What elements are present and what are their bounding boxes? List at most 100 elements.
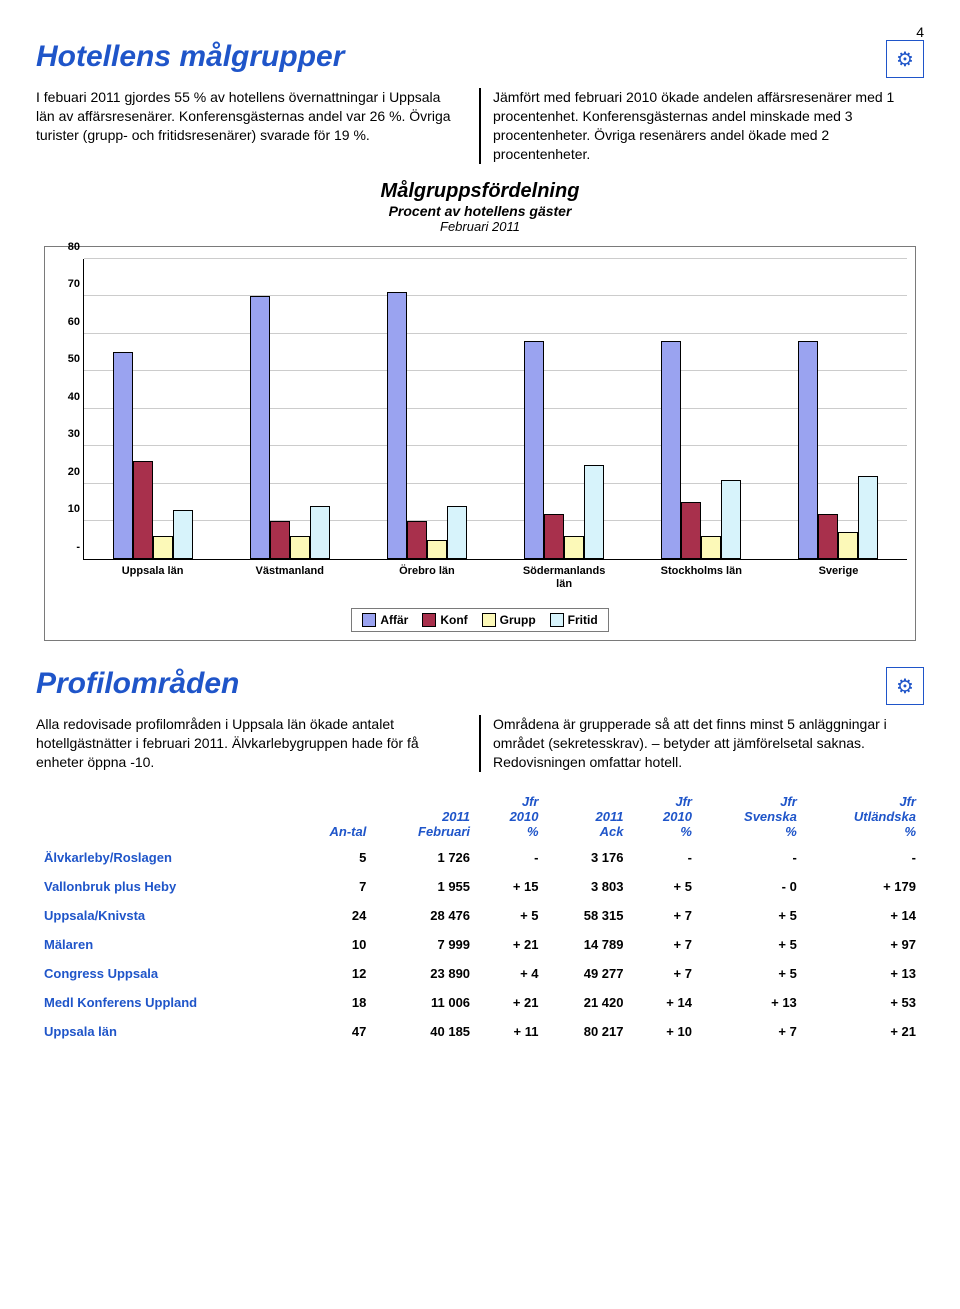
bar-group: Södermanlandslän bbox=[496, 259, 633, 559]
table-cell: + 97 bbox=[805, 930, 924, 959]
bar bbox=[427, 540, 447, 559]
y-tick: - bbox=[54, 541, 80, 553]
bar-group: Stockholms län bbox=[633, 259, 770, 559]
table-row: Medl Konferens Uppland1811 006+ 2121 420… bbox=[36, 988, 924, 1017]
profile-table: An-tal2011FebruariJfr2010%2011AckJfr2010… bbox=[36, 790, 924, 1046]
x-category: Västmanland bbox=[221, 559, 358, 578]
table-cell: 47 bbox=[294, 1017, 375, 1046]
bar bbox=[113, 352, 133, 558]
table-cell: + 5 bbox=[478, 901, 546, 930]
bar-chart: -1020304050607080Uppsala länVästmanlandÖ… bbox=[44, 246, 916, 642]
legend-item: Affär bbox=[362, 613, 408, 628]
section1-columns: I febuari 2011 gjordes 55 % av hotellens… bbox=[36, 88, 924, 164]
table-cell: 80 217 bbox=[547, 1017, 632, 1046]
org-logo-icon: ⚙ bbox=[886, 667, 924, 705]
table-cell: 7 bbox=[294, 872, 375, 901]
table-header: JfrUtländska% bbox=[805, 790, 924, 843]
bar-group: Västmanland bbox=[221, 259, 358, 559]
table-header: 2011Ack bbox=[547, 790, 632, 843]
table-cell: 1 726 bbox=[374, 843, 478, 872]
section2-title: Profilområden bbox=[36, 667, 924, 701]
table-cell: 11 006 bbox=[374, 988, 478, 1017]
y-tick: 30 bbox=[54, 428, 80, 440]
bar bbox=[407, 521, 427, 559]
table-cell: - bbox=[632, 843, 700, 872]
bar bbox=[721, 480, 741, 559]
column-divider bbox=[479, 88, 481, 164]
table-cell: + 21 bbox=[478, 930, 546, 959]
section1-right-text: Jämfört med februari 2010 ökade andelen … bbox=[493, 88, 924, 164]
table-cell: 21 420 bbox=[547, 988, 632, 1017]
table-cell: + 5 bbox=[700, 901, 805, 930]
table-header: JfrSvenska% bbox=[700, 790, 805, 843]
bar bbox=[387, 292, 407, 558]
table-cell: - 0 bbox=[700, 872, 805, 901]
table-cell: + 7 bbox=[632, 959, 700, 988]
table-cell: + 13 bbox=[805, 959, 924, 988]
table-cell: + 13 bbox=[700, 988, 805, 1017]
bar bbox=[173, 510, 193, 559]
table-cell: + 10 bbox=[632, 1017, 700, 1046]
table-cell: 28 476 bbox=[374, 901, 478, 930]
table-row: Mälaren107 999+ 2114 789+ 7+ 5+ 97 bbox=[36, 930, 924, 959]
bar bbox=[858, 476, 878, 559]
y-tick: 70 bbox=[54, 278, 80, 290]
bar bbox=[250, 296, 270, 559]
bar bbox=[133, 461, 153, 559]
table-header: Jfr2010% bbox=[478, 790, 546, 843]
table-row: Uppsala/Knivsta2428 476+ 558 315+ 7+ 5+ … bbox=[36, 901, 924, 930]
table-row: Vallonbruk plus Heby71 955+ 153 803+ 5- … bbox=[36, 872, 924, 901]
table-cell: Congress Uppsala bbox=[36, 959, 294, 988]
table-cell: - bbox=[805, 843, 924, 872]
bar-group: Sverige bbox=[770, 259, 907, 559]
legend-item: Konf bbox=[422, 613, 467, 628]
chart-subtitle: Procent av hotellens gäster bbox=[36, 203, 924, 219]
table-cell: - bbox=[478, 843, 546, 872]
table-cell: + 11 bbox=[478, 1017, 546, 1046]
legend-item: Grupp bbox=[482, 613, 536, 628]
bar bbox=[544, 514, 564, 559]
table-cell: 23 890 bbox=[374, 959, 478, 988]
y-tick: 80 bbox=[54, 241, 80, 253]
section2-columns: Alla redovisade profilområden i Uppsala … bbox=[36, 715, 924, 772]
bar-group: Örebro län bbox=[358, 259, 495, 559]
table-cell: 3 176 bbox=[547, 843, 632, 872]
chart-period: Februari 2011 bbox=[36, 219, 924, 234]
table-cell: Medl Konferens Uppland bbox=[36, 988, 294, 1017]
table-cell: 12 bbox=[294, 959, 375, 988]
y-tick: 40 bbox=[54, 391, 80, 403]
bar bbox=[584, 465, 604, 559]
table-header: An-tal bbox=[294, 790, 375, 843]
table-cell: + 21 bbox=[478, 988, 546, 1017]
table-row: Congress Uppsala1223 890+ 449 277+ 7+ 5+… bbox=[36, 959, 924, 988]
table-cell: + 179 bbox=[805, 872, 924, 901]
table-cell: + 7 bbox=[700, 1017, 805, 1046]
table-cell: 5 bbox=[294, 843, 375, 872]
bar-group: Uppsala län bbox=[84, 259, 221, 559]
table-cell: + 5 bbox=[632, 872, 700, 901]
table-cell: + 5 bbox=[700, 930, 805, 959]
bar bbox=[564, 536, 584, 559]
table-row: Älvkarleby/Roslagen51 726-3 176--- bbox=[36, 843, 924, 872]
table-cell: Uppsala län bbox=[36, 1017, 294, 1046]
x-category: Uppsala län bbox=[84, 559, 221, 578]
chart-title: Målgruppsfördelning bbox=[36, 180, 924, 203]
y-tick: 50 bbox=[54, 353, 80, 365]
chart-title-block: Målgruppsfördelning Procent av hotellens… bbox=[36, 180, 924, 234]
table-row: Uppsala län4740 185+ 1180 217+ 10+ 7+ 21 bbox=[36, 1017, 924, 1046]
page-number: 4 bbox=[36, 24, 924, 40]
table-cell: + 53 bbox=[805, 988, 924, 1017]
table-cell: + 14 bbox=[805, 901, 924, 930]
bar bbox=[524, 341, 544, 559]
x-category: Stockholms län bbox=[633, 559, 770, 578]
bar bbox=[701, 536, 721, 559]
bar bbox=[270, 521, 290, 559]
section1-title: Hotellens målgrupper bbox=[36, 40, 924, 74]
table-cell: + 7 bbox=[632, 930, 700, 959]
table-cell: 14 789 bbox=[547, 930, 632, 959]
table-cell: 7 999 bbox=[374, 930, 478, 959]
table-cell: + 5 bbox=[700, 959, 805, 988]
x-category: Sverige bbox=[770, 559, 907, 578]
table-header: 2011Februari bbox=[374, 790, 478, 843]
table-cell: - bbox=[700, 843, 805, 872]
